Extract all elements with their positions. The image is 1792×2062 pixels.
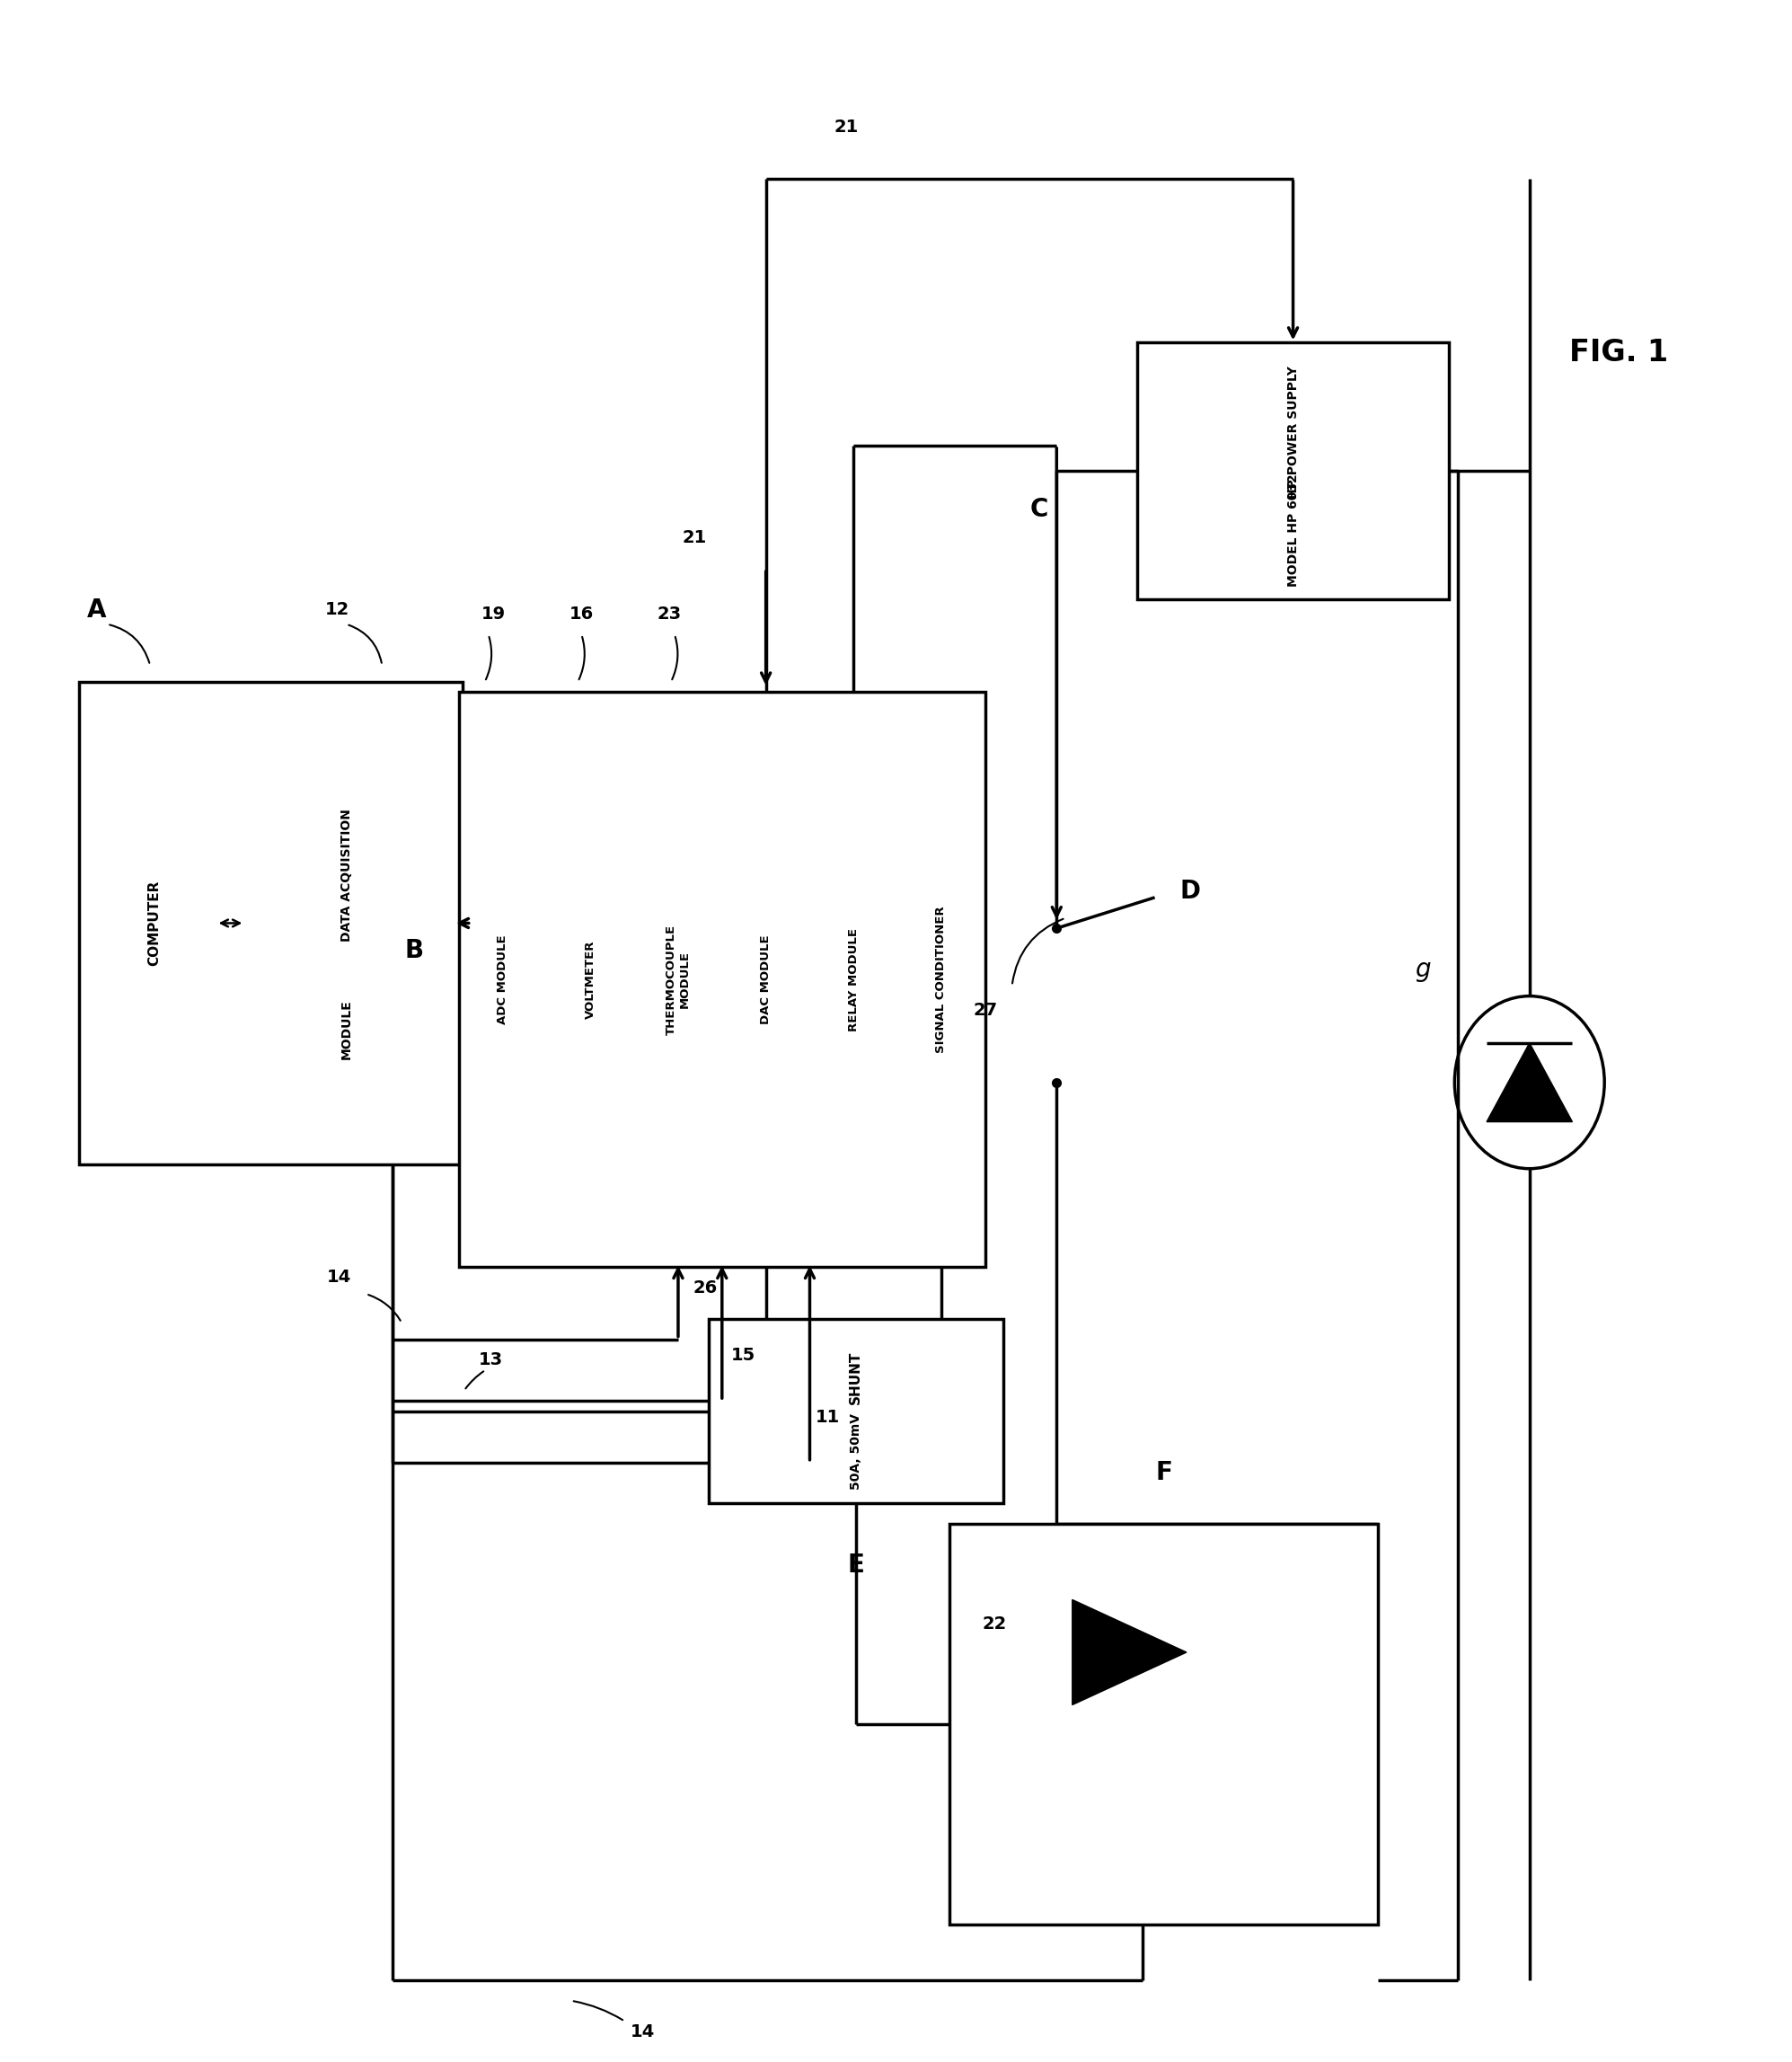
Text: 26: 26 xyxy=(694,1278,717,1297)
Text: 16: 16 xyxy=(570,606,593,623)
Text: 27: 27 xyxy=(973,1002,998,1019)
Text: SHUNT: SHUNT xyxy=(849,1351,862,1404)
Text: 21: 21 xyxy=(833,118,858,136)
Text: THERMOCOUPLE
MODULE: THERMOCOUPLE MODULE xyxy=(665,924,690,1035)
Text: DAC MODULE: DAC MODULE xyxy=(760,934,772,1025)
Text: A: A xyxy=(86,598,106,623)
Text: 50A, 50mV: 50A, 50mV xyxy=(849,1415,862,1491)
Text: 15: 15 xyxy=(731,1346,756,1365)
Text: ADC MODULE: ADC MODULE xyxy=(496,934,509,1025)
Text: COMPUTER: COMPUTER xyxy=(147,880,161,965)
Text: D: D xyxy=(1181,878,1201,903)
Bar xyxy=(459,693,986,1268)
Bar xyxy=(1136,342,1450,600)
Text: 12: 12 xyxy=(324,602,349,619)
Text: DATA ACQUISITION: DATA ACQUISITION xyxy=(340,808,353,940)
Text: SIGNAL CONDITIONER: SIGNAL CONDITIONER xyxy=(935,905,948,1054)
Text: FIG. 1: FIG. 1 xyxy=(1570,338,1668,367)
Text: 14: 14 xyxy=(631,2023,654,2039)
Text: 11: 11 xyxy=(815,1408,840,1425)
Text: VOLTMETER: VOLTMETER xyxy=(584,940,597,1019)
Text: 23: 23 xyxy=(658,606,681,623)
Text: MODULE: MODULE xyxy=(340,1000,353,1060)
Text: B: B xyxy=(405,938,423,963)
Text: E: E xyxy=(848,1553,864,1577)
Text: C: C xyxy=(1030,497,1048,522)
Text: 19: 19 xyxy=(482,606,505,623)
Text: MODEL HP 6032: MODEL HP 6032 xyxy=(1287,474,1299,588)
Text: HP POWER SUPPLY: HP POWER SUPPLY xyxy=(1287,367,1299,499)
Bar xyxy=(79,683,462,1165)
Polygon shape xyxy=(1072,1600,1186,1705)
Polygon shape xyxy=(1487,1043,1572,1122)
Text: 14: 14 xyxy=(326,1268,351,1287)
Text: 13: 13 xyxy=(478,1351,504,1369)
Text: g: g xyxy=(1414,957,1430,982)
Bar xyxy=(950,1524,1378,1924)
Text: 22: 22 xyxy=(982,1617,1007,1633)
Text: F: F xyxy=(1156,1460,1172,1485)
Text: RELAY MODULE: RELAY MODULE xyxy=(848,928,860,1031)
Text: 21: 21 xyxy=(683,530,706,546)
Bar xyxy=(708,1318,1004,1503)
